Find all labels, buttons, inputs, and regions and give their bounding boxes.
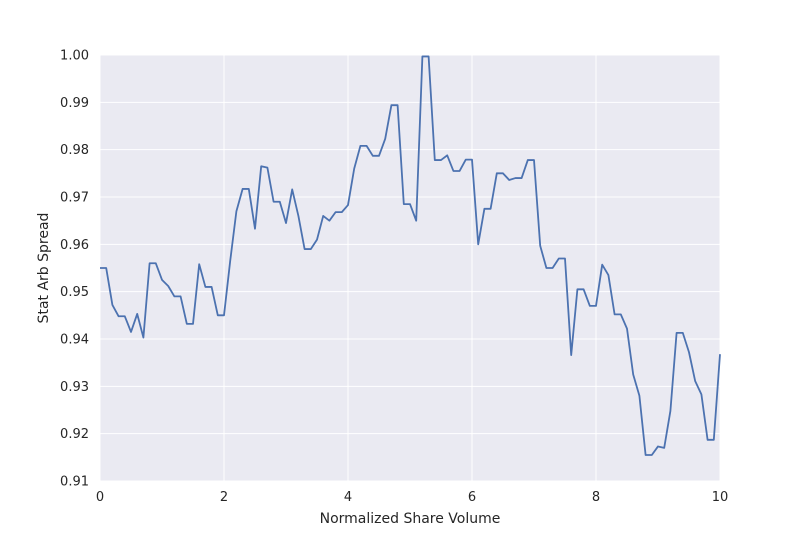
x-tick-label: 4	[344, 490, 352, 505]
y-tick-label: 0.91	[60, 475, 89, 490]
x-tick-label: 2	[220, 490, 228, 505]
y-tick-label: 0.94	[60, 333, 89, 348]
series-line	[100, 55, 721, 456]
series-layer	[100, 55, 721, 456]
x-tick-label: 10	[712, 490, 729, 505]
y-axis-label: Stat Arb Spread	[36, 213, 52, 324]
x-tick-label: 8	[592, 490, 600, 505]
x-tick-labels: 0 2 4 6 8 10	[96, 490, 728, 505]
y-tick-label: 0.95	[60, 285, 89, 300]
y-tick-label: 0.96	[60, 238, 89, 253]
y-tick-label: 0.92	[60, 427, 89, 442]
y-tick-label: 0.99	[60, 96, 89, 111]
x-tick-label: 0	[96, 490, 104, 505]
grid-lines	[99, 54, 721, 482]
y-tick-label: 0.93	[60, 380, 89, 395]
x-tick-label: 6	[468, 490, 476, 505]
y-tick-label: 0.97	[60, 191, 89, 206]
y-tick-labels: 0.91 0.92 0.93 0.94 0.95 0.96 0.97 0.98 0.99 1.00	[60, 49, 89, 490]
y-tick-label: 1.00	[60, 49, 89, 64]
y-tick-label: 0.98	[60, 143, 89, 158]
plot-area	[100, 55, 720, 481]
x-axis-label: Normalized Share Volume	[320, 511, 501, 527]
